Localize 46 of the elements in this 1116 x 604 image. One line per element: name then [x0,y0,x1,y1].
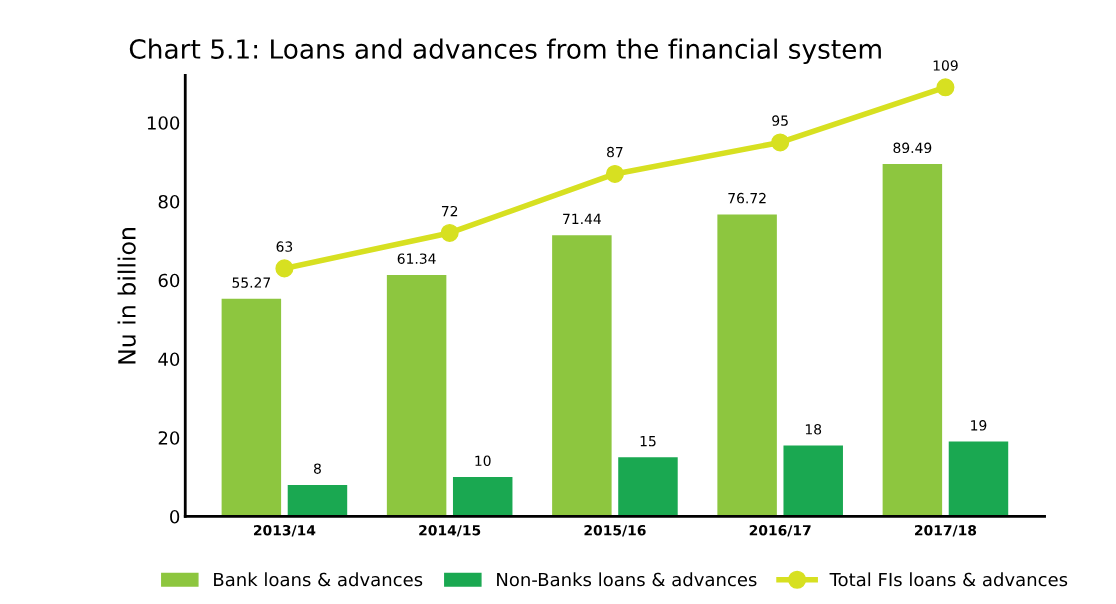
data-label: 63 [276,241,293,252]
y-tick-label: 0 [170,509,180,524]
y-tick-label: 20 [158,431,180,445]
bar [287,484,348,517]
data-label: 71.44 [563,213,601,224]
data-label: 109 [933,60,958,71]
bar [948,441,1009,517]
bar [882,164,943,517]
chart-title: Chart 5.1: Loans and advances from the financial system [129,38,881,65]
y-tick-label: 100 [147,116,180,130]
data-label: 87 [607,146,623,158]
data-label: 18 [805,424,822,435]
legend-label: Bank loans & advances [214,572,423,587]
point [440,223,459,242]
data-label: 8 [313,463,321,474]
data-label: 76.72 [728,192,766,204]
data-label: 61.34 [397,253,436,264]
legend-label: Non-Banks loans & advances [497,572,757,587]
data-label: 89.49 [893,142,932,154]
x-tick-label: 2017/18 [914,525,977,537]
data-label: 55.27 [232,277,271,288]
x-tick-label: 2013/14 [253,525,316,537]
data-label: 95 [772,115,788,126]
x-tick-label: 2016/17 [749,525,811,537]
legend-label: Total FIs loans & advances [829,572,1068,587]
bar [386,274,447,517]
y-tick-label: 80 [158,194,180,209]
y-tick-label: 40 [158,352,180,367]
point [275,259,294,278]
data-label: 72 [441,205,458,217]
bar [783,445,843,517]
bar [618,457,678,517]
bar [717,214,777,517]
data-label: 10 [475,455,491,467]
bar [452,477,513,517]
y-axis-title: Nu in billion [117,228,136,364]
x-tick-label: 2015/16 [584,525,646,537]
data-label: 15 [640,436,656,447]
bar [552,235,612,517]
bar [221,298,282,517]
data-label: 19 [971,420,987,431]
point [771,133,790,152]
x-tick-label: 2014/15 [419,525,481,537]
y-tick-label: 60 [158,273,180,288]
point [936,78,955,97]
point [605,164,624,183]
